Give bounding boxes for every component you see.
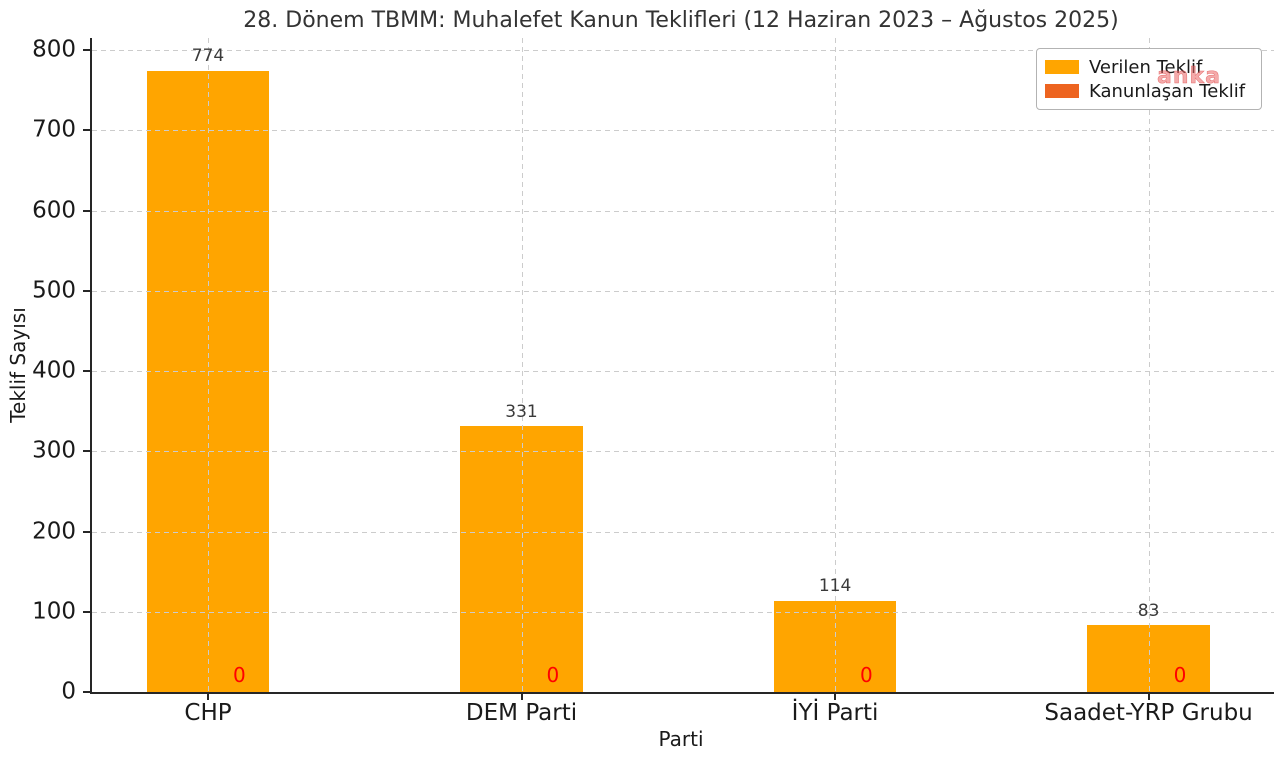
legend-swatch-kanunlasan-teklif-icon — [1045, 84, 1079, 98]
grid-line-horizontal — [92, 290, 1274, 292]
x-tick-label: DEM Parti — [465, 700, 578, 726]
y-tick-mark — [83, 450, 91, 453]
x-tick-mark — [834, 692, 837, 700]
y-tick-mark — [83, 209, 91, 212]
y-tick-label: 700 — [32, 116, 76, 143]
legend-label: Verilen Teklif — [1089, 56, 1203, 78]
grid-line-horizontal — [92, 531, 1274, 533]
bar-verilen-teklif — [460, 426, 583, 692]
grid-line-vertical — [1148, 38, 1150, 692]
grid-line-horizontal — [92, 611, 1274, 613]
y-tick-mark — [83, 691, 91, 693]
zero-value-label: 0 — [232, 663, 246, 687]
value-label: 83 — [1137, 600, 1160, 621]
zero-value-label: 0 — [1173, 663, 1187, 687]
y-tick-mark — [83, 530, 91, 533]
x-tick-label: CHP — [184, 700, 232, 726]
legend-label: Kanunlaşan Teklif — [1089, 80, 1246, 102]
value-label: 774 — [191, 46, 225, 67]
legend-item-verilen-teklif: Verilen Teklif — [1045, 57, 1253, 78]
bar-verilen-teklif — [1087, 625, 1210, 692]
y-tick-mark — [83, 129, 91, 132]
chart-title: 28. Dönem TBMM: Muhalefet Kanun Teklifle… — [243, 8, 1119, 33]
bar-verilen-teklif — [146, 70, 270, 692]
x-tick-label: Saadet-YRP Grubu — [1044, 700, 1253, 726]
x-axis-label: Parti — [658, 727, 704, 751]
legend-swatch-verilen-teklif-icon — [1045, 60, 1079, 74]
y-tick-label: 500 — [32, 277, 76, 304]
value-label: 114 — [818, 575, 852, 596]
y-tick-mark — [83, 610, 91, 613]
y-tick-label: 100 — [32, 598, 76, 625]
grid-line-horizontal — [92, 451, 1274, 453]
grid-line-horizontal — [92, 210, 1274, 212]
zero-value-label: 0 — [546, 663, 560, 687]
value-label: 331 — [505, 401, 538, 422]
legend: Verilen Teklif Kanunlaşan Teklif — [1036, 48, 1262, 110]
x-tick-mark — [1147, 692, 1150, 700]
legend-item-kanunlasan-teklif: Kanunlaşan Teklif — [1045, 81, 1253, 102]
plot-area: 0 100 200 300 400 500 600 700 800 CHP DEM Parti İYİ… — [32, 38, 1274, 726]
y-tick-label: 0 — [61, 678, 76, 705]
y-tick-mark — [83, 370, 91, 373]
y-tick-label: 200 — [32, 518, 76, 544]
y-tick-mark — [83, 49, 91, 52]
grid-line-horizontal — [92, 130, 1274, 132]
grid-line-horizontal — [92, 371, 1274, 373]
zero-value-label: 0 — [860, 663, 873, 687]
x-tick-mark — [520, 692, 523, 700]
bar-verilen-teklif — [773, 600, 897, 692]
x-tick-mark — [207, 692, 209, 700]
y-tick-label: 800 — [32, 36, 76, 63]
y-tick-mark — [83, 289, 91, 292]
y-tick-label: 400 — [32, 357, 76, 384]
y-tick-label: 600 — [32, 197, 76, 224]
y-tick-label: 300 — [32, 437, 76, 464]
x-tick-label: İYİ Parti — [791, 700, 879, 726]
